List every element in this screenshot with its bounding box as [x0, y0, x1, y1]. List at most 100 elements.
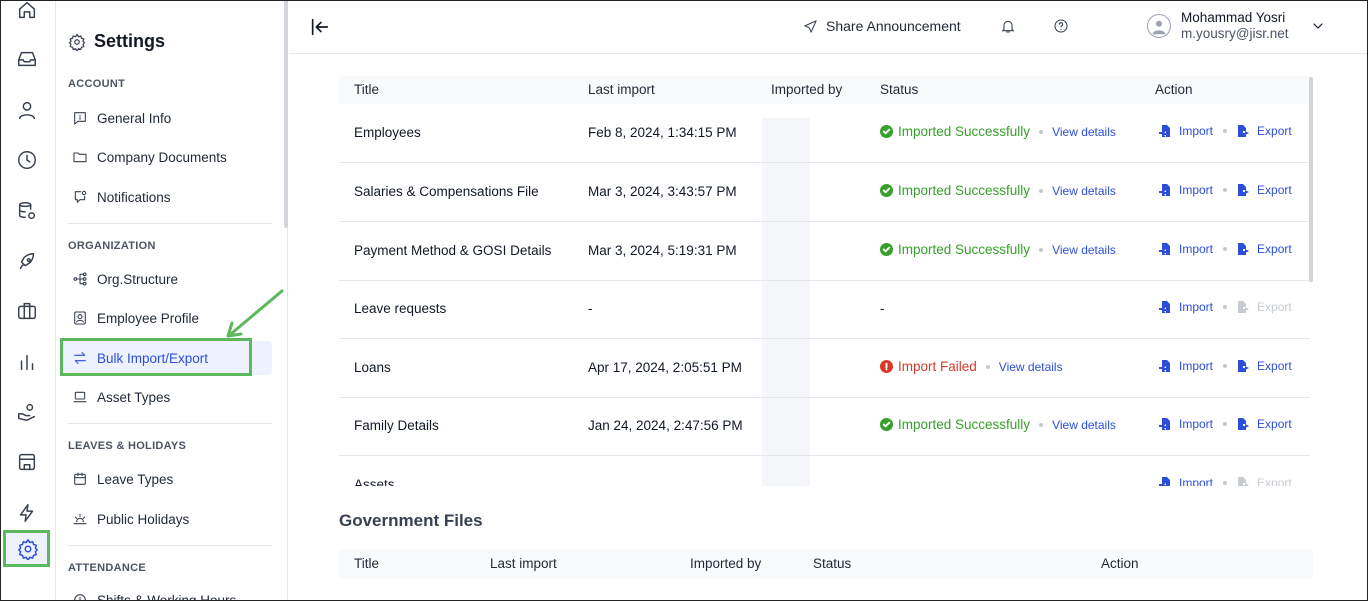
check-circle-icon	[880, 243, 893, 256]
collapse-left-icon	[311, 18, 329, 36]
view-details-link[interactable]: View details	[1052, 183, 1116, 198]
check-circle-icon	[880, 418, 893, 431]
swap-arrows-icon	[74, 352, 86, 364]
user-name: Mohammad Yosri	[1181, 10, 1286, 25]
row-actions: Import Export	[1159, 476, 1292, 486]
check-circle-icon	[880, 125, 893, 138]
sidebar-item-shifts[interactable]: Shifts & Working Hours	[72, 585, 272, 601]
export-button[interactable]: Export	[1237, 359, 1292, 373]
import-button[interactable]: Import	[1159, 300, 1213, 314]
col-title: Title	[354, 82, 380, 97]
status-empty: -	[880, 301, 885, 316]
sidebar-item-general-info[interactable]: General Info	[72, 103, 272, 133]
import-button[interactable]: Import	[1159, 476, 1213, 486]
file-import-icon	[1159, 301, 1170, 313]
file-import-icon	[1159, 125, 1170, 137]
table-row: Salaries & Compensations File Mar 3, 202…	[339, 163, 1310, 222]
table-row: Leave requests - - Import Export	[339, 280, 1310, 339]
database-icon[interactable]	[14, 198, 40, 224]
bell-icon[interactable]	[1000, 18, 1016, 34]
settings-title-text: Settings	[94, 31, 166, 51]
section-account: ACCOUNT	[68, 78, 126, 90]
col-status: Status	[880, 82, 919, 97]
status-badge: Imported Successfully View details	[880, 124, 1116, 139]
sidebar-item-asset-types[interactable]: Asset Types	[72, 382, 272, 412]
inbox-icon[interactable]	[14, 46, 40, 72]
sidebar-item-org-structure[interactable]: Org.Structure	[72, 264, 272, 294]
sidebar-item-public-holidays[interactable]: Public Holidays	[72, 504, 272, 534]
export-button[interactable]: Export	[1237, 417, 1292, 431]
avatar	[1147, 14, 1171, 38]
view-details-link[interactable]: View details	[1052, 124, 1116, 139]
table-row: Assets Import Export	[339, 456, 1310, 486]
file-import-icon	[1159, 184, 1170, 196]
export-button[interactable]: Export	[1237, 124, 1292, 138]
gear-icon	[68, 32, 86, 51]
row-actions: Import Export	[1159, 417, 1292, 431]
status-badge: Import Failed View details	[880, 359, 1063, 374]
file-export-icon	[1238, 360, 1250, 372]
sunrise-icon	[73, 513, 87, 525]
rocket-icon[interactable]	[14, 249, 40, 275]
col-last-import: Last import	[588, 82, 655, 97]
import-button[interactable]: Import	[1159, 183, 1213, 197]
government-files-title: Government Files	[339, 511, 483, 530]
sidebar-active-highlight	[61, 341, 272, 375]
table-header: Title Last import Imported by Status Act…	[339, 76, 1310, 104]
chart-icon[interactable]	[14, 349, 40, 375]
sidebar-item-employee-profile[interactable]: Employee Profile	[72, 303, 272, 333]
calendar-icon	[74, 472, 86, 485]
row-actions: Import Export	[1159, 183, 1292, 197]
clock-icon[interactable]	[14, 147, 40, 173]
sidebar-item-leave-types[interactable]: Leave Types	[72, 464, 272, 494]
status-badge: Imported Successfully View details	[880, 417, 1116, 432]
import-button[interactable]: Import	[1159, 124, 1213, 138]
import-button[interactable]: Import	[1159, 417, 1213, 431]
sidebar-scrollbar[interactable]	[284, 0, 288, 228]
sidebar-item-notifications[interactable]: Notifications	[72, 182, 272, 212]
folder-icon	[73, 152, 87, 163]
user-icon[interactable]	[14, 97, 40, 123]
settings-rail-button[interactable]	[3, 530, 50, 567]
view-details-link[interactable]: View details	[1052, 242, 1116, 257]
status-badge: Imported Successfully View details	[880, 242, 1116, 257]
send-icon	[804, 19, 817, 33]
hand-coin-icon[interactable]	[14, 399, 40, 425]
sidebar-item-company-documents[interactable]: Company Documents	[72, 142, 272, 172]
row-actions: Import Export	[1159, 300, 1292, 314]
collapse-sidebar-button[interactable]	[309, 16, 331, 38]
sidebar-item-bulk-import-export[interactable]: Bulk Import/Export	[72, 343, 272, 373]
chevron-down-icon[interactable]	[1310, 18, 1326, 34]
help-icon[interactable]	[1053, 18, 1069, 34]
row-actions: Import Export	[1159, 242, 1292, 256]
import-button[interactable]: Import	[1159, 359, 1213, 373]
bolt-icon[interactable]	[14, 500, 40, 526]
clock-icon	[74, 594, 86, 601]
view-details-link[interactable]: View details	[1052, 417, 1116, 432]
user-menu[interactable]: Mohammad Yosri m.yousry@jisr.net	[1147, 10, 1326, 42]
export-button[interactable]: Export	[1237, 242, 1292, 256]
view-details-link[interactable]: View details	[998, 359, 1063, 374]
table-row: Loans Apr 17, 2024, 2:05:51 PM Import Fa…	[339, 339, 1310, 398]
import-button[interactable]: Import	[1159, 242, 1213, 256]
settings-sidebar: Settings ACCOUNT General Info Company Do…	[56, 0, 288, 601]
file-import-icon	[1159, 418, 1170, 430]
share-announcement-button[interactable]: Share Announcement	[803, 18, 961, 34]
file-export-icon	[1238, 418, 1250, 430]
briefcase-icon[interactable]	[14, 298, 40, 324]
export-button-disabled: Export	[1237, 476, 1292, 486]
file-export-icon	[1238, 477, 1250, 486]
file-import-icon	[1159, 477, 1170, 486]
row-actions: Import Export	[1159, 359, 1292, 373]
import-export-table: Title Last import Imported by Status Act…	[339, 76, 1310, 486]
table-scrollbar[interactable]	[1309, 77, 1313, 282]
export-button[interactable]: Export	[1237, 183, 1292, 197]
table-row: Employees Feb 8, 2024, 1:34:15 PM Import…	[339, 104, 1310, 163]
laptop-icon	[73, 391, 87, 403]
gear-icon	[15, 536, 41, 562]
table-row: Payment Method & GOSI Details Mar 3, 202…	[339, 222, 1310, 281]
home-icon[interactable]	[14, 0, 40, 23]
file-export-icon	[1238, 243, 1250, 255]
table-row: Family Details Jan 24, 2024, 2:47:56 PM …	[339, 397, 1310, 456]
store-icon[interactable]	[14, 449, 40, 475]
